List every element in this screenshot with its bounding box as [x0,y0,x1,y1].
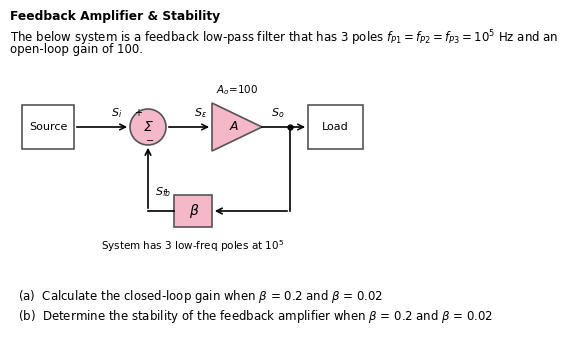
Ellipse shape [130,109,166,145]
Text: $A_o$=100: $A_o$=100 [216,83,258,97]
Text: β: β [188,204,198,218]
Bar [22,105,74,149]
Text: −: − [146,136,154,146]
Text: +: + [134,108,142,118]
Polygon shape [212,103,262,151]
Text: $S_o$: $S_o$ [271,106,285,120]
Text: (a)  Calculate the closed-loop gain when $\mathit{\beta}$ = 0.2 and $\mathit{\be: (a) Calculate the closed-loop gain when … [18,288,383,305]
Text: A: A [230,120,238,133]
Text: The below system is a feedback low-pass filter that has 3 poles $f_{P1} = f_{P2}: The below system is a feedback low-pass … [10,28,558,47]
Text: System has 3 low-freq poles at $10^5$: System has 3 low-freq poles at $10^5$ [101,238,284,254]
Text: open-loop gain of 100.: open-loop gain of 100. [10,43,143,56]
Text: $S_i$: $S_i$ [111,106,123,120]
Text: $S_\varepsilon$: $S_\varepsilon$ [194,106,207,120]
Bar [174,195,212,227]
Bar [308,105,363,149]
Text: $S_{fb}$: $S_{fb}$ [155,185,171,199]
Text: Load: Load [322,122,349,132]
Text: Σ: Σ [144,120,152,134]
Text: Feedback Amplifier & Stability: Feedback Amplifier & Stability [10,10,220,23]
Text: (b)  Determine the stability of the feedback amplifier when $\mathit{\beta}$ = 0: (b) Determine the stability of the feedb… [18,308,493,325]
Text: Source: Source [29,122,67,132]
